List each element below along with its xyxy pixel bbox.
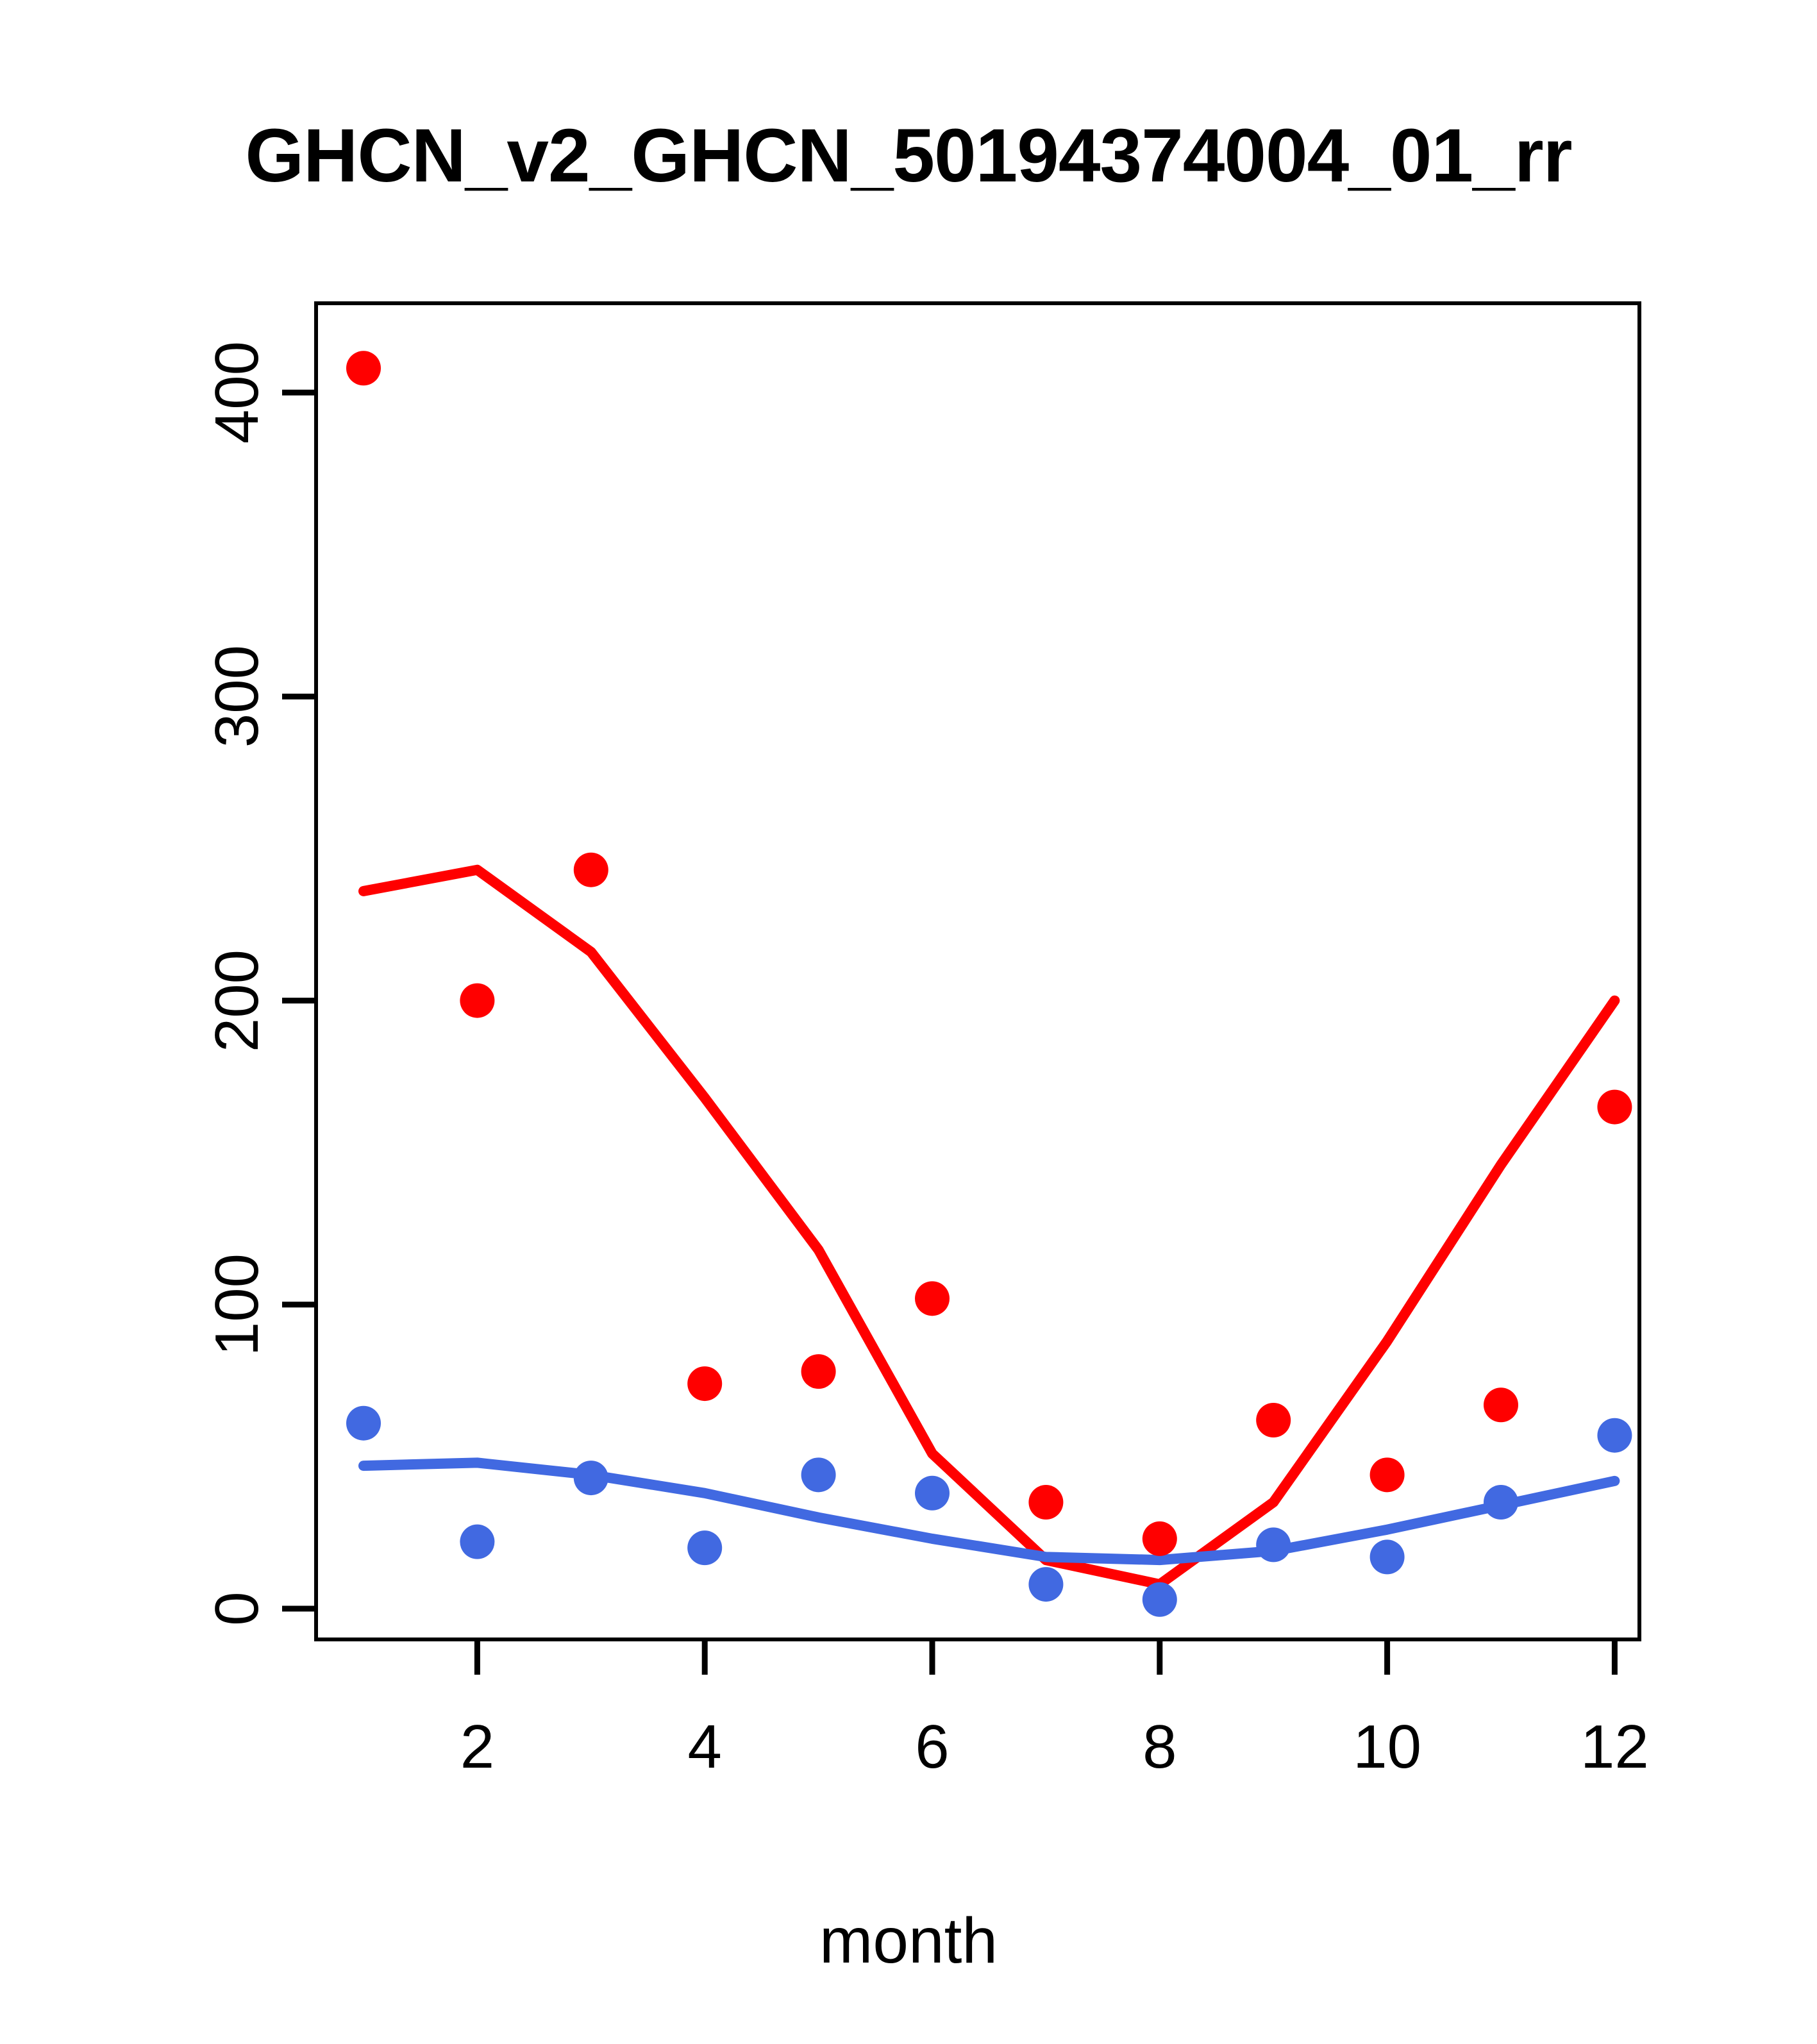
- data-point-blue-points: [460, 1524, 495, 1559]
- data-point-blue-points: [1597, 1418, 1632, 1453]
- series-line-red-line: [358, 864, 1620, 1590]
- x-tick-label: 4: [687, 1713, 722, 1781]
- data-point-red-points: [1597, 1089, 1632, 1125]
- data-point-red-points: [346, 351, 381, 386]
- data-point-red-points: [1484, 1387, 1518, 1423]
- plot-frame: [314, 301, 1641, 1641]
- series-line-blue-line: [358, 1457, 1620, 1566]
- y-tick-label: 300: [203, 645, 271, 748]
- data-point-red-points: [1142, 1521, 1177, 1556]
- y-tick-label: 100: [203, 1253, 271, 1356]
- data-point-red-points: [915, 1281, 950, 1316]
- y-tick-label: 200: [203, 949, 271, 1052]
- x-axis-label: month: [819, 1905, 998, 1977]
- data-point-red-points: [687, 1366, 723, 1402]
- x-tick-label: 8: [1143, 1713, 1177, 1781]
- data-point-blue-points: [1028, 1567, 1064, 1602]
- data-point-blue-points: [573, 1461, 608, 1496]
- series-lines: [358, 864, 1620, 1590]
- x-tick-label: 2: [460, 1713, 495, 1781]
- data-point-blue-points: [915, 1475, 950, 1511]
- data-point-red-points: [801, 1354, 836, 1389]
- data-point-blue-points: [1142, 1582, 1177, 1617]
- data-point-blue-points: [1256, 1527, 1291, 1562]
- data-point-blue-points: [801, 1457, 836, 1493]
- data-point-red-points: [573, 852, 608, 887]
- data-point-red-points: [1028, 1485, 1064, 1520]
- y-axis-ticks: [282, 389, 314, 1612]
- y-tick-label: 400: [203, 341, 271, 444]
- data-point-blue-points: [687, 1530, 723, 1566]
- data-point-red-points: [1369, 1457, 1405, 1493]
- series-points: [346, 351, 1632, 1617]
- data-point-red-points: [1256, 1402, 1291, 1437]
- x-tick-label: 12: [1580, 1713, 1649, 1781]
- data-point-blue-points: [346, 1405, 381, 1441]
- page-title: GHCN_v2_GHCN_50194374004_01_rr: [245, 113, 1572, 198]
- x-tick-label: 10: [1353, 1713, 1421, 1781]
- data-point-blue-points: [1369, 1539, 1405, 1575]
- data-point-red-points: [460, 983, 495, 1018]
- data-point-blue-points: [1484, 1485, 1518, 1520]
- x-axis-ticks: [474, 1641, 1618, 1675]
- x-tick-label: 6: [915, 1713, 950, 1781]
- y-tick-label: 0: [203, 1591, 271, 1626]
